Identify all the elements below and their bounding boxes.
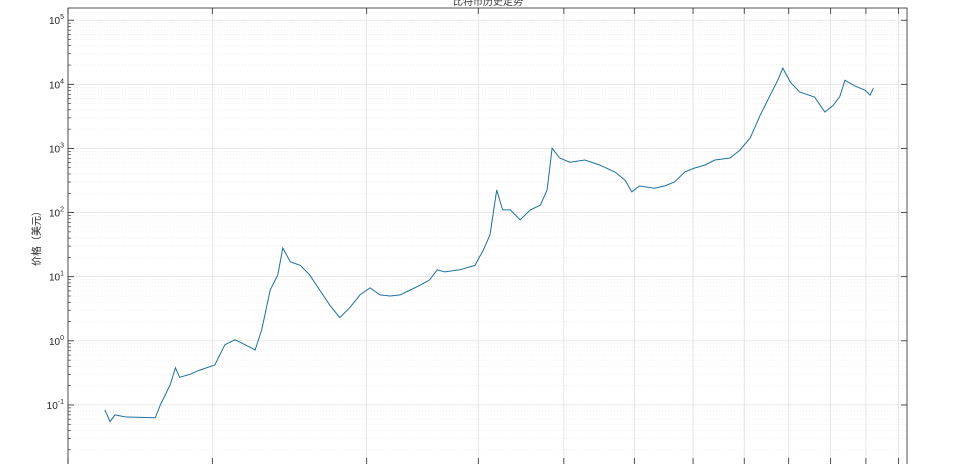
y-tick-label: 104	[49, 78, 64, 91]
y-axis-label: 价格（美元）	[30, 206, 43, 266]
y-tick-label: 102	[49, 207, 64, 220]
plot-area	[67, 7, 908, 464]
grid	[67, 8, 907, 464]
y-tick-label: 103	[49, 142, 64, 155]
axis-ticks: 10-1 100 101 102 103 104 105	[47, 8, 907, 464]
y-tick-label: 10-1	[47, 399, 64, 412]
y-tick-label: 100	[49, 335, 64, 348]
y-tick-label: 101	[49, 271, 64, 284]
chart-title: 比特币历史走势	[453, 0, 523, 8]
y-tick-label: 105	[49, 14, 64, 27]
series-line	[104, 66, 874, 423]
